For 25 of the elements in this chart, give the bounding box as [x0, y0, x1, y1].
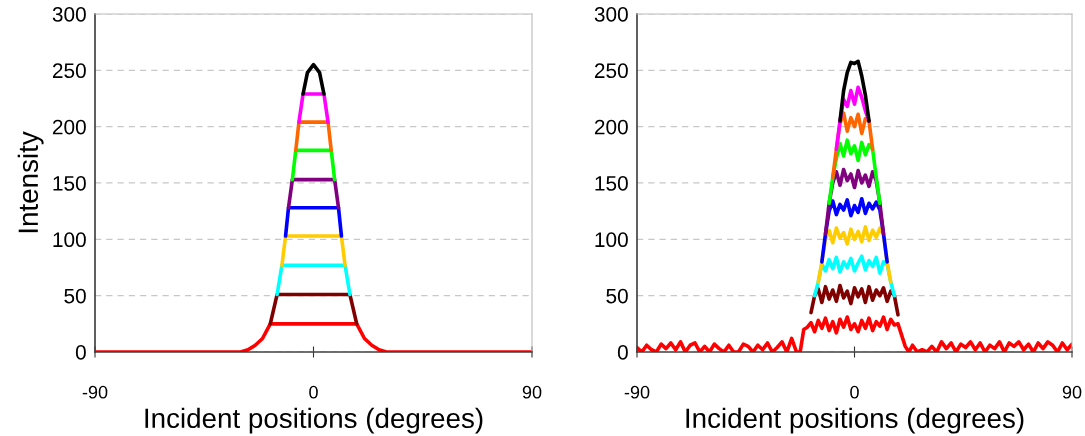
- y-tick-label: 0: [75, 345, 86, 360]
- y-tick-label: 0: [617, 345, 628, 360]
- y-tick-label: 300: [594, 7, 628, 22]
- y-axis-title: Intensity: [17, 131, 44, 233]
- y-tick-label: 250: [52, 63, 86, 79]
- y-tick-label: 250: [594, 63, 628, 79]
- y-tick-label: 100: [53, 232, 86, 248]
- line-series: [838, 59, 871, 123]
- y-tick-label: 200: [594, 119, 628, 135]
- y-tick-label: 200: [52, 119, 86, 135]
- x-tick-label: -90: [624, 385, 650, 399]
- x-tick-label: -90: [82, 385, 108, 399]
- y-tick-label: 300: [52, 7, 86, 22]
- x-tick-label: 0: [850, 385, 859, 399]
- x-axis-title: Incident positions (degrees): [686, 407, 1024, 434]
- line-series: [809, 283, 900, 317]
- y-tick-label: 50: [64, 288, 86, 304]
- y-tick-label: 150: [53, 176, 86, 191]
- x-tick-label: 90: [522, 385, 542, 399]
- y-tick-label: 100: [595, 232, 628, 248]
- y-tick-label: 150: [595, 176, 628, 191]
- y-tick-label: 50: [606, 288, 628, 304]
- x-axis-title: Incident positions (degrees): [145, 407, 483, 434]
- x-tick-label: 90: [1062, 385, 1082, 399]
- x-tick-label: 0: [309, 385, 318, 399]
